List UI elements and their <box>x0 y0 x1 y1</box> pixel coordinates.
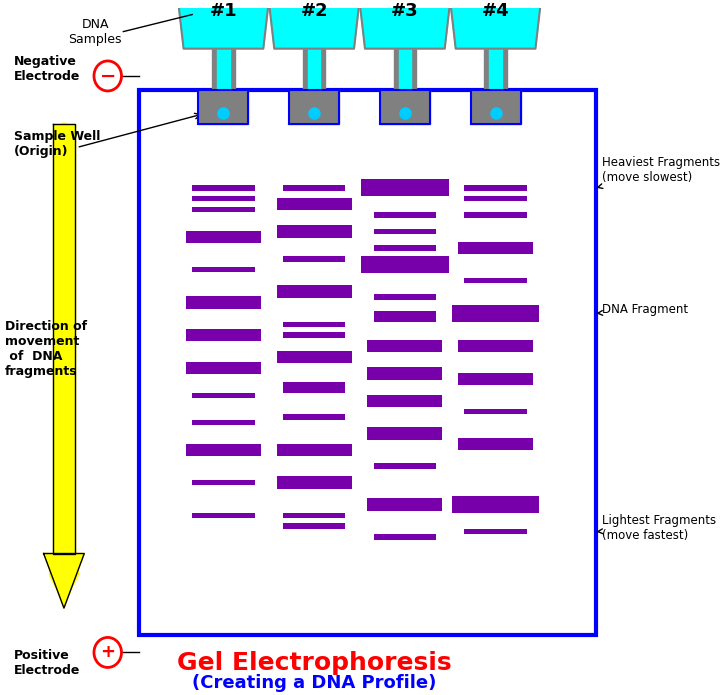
Text: DNA
Samples: DNA Samples <box>69 17 122 46</box>
Text: Lightest Fragments
(move fastest): Lightest Fragments (move fastest) <box>597 514 716 541</box>
Text: Sample Well
(Origin): Sample Well (Origin) <box>14 130 101 158</box>
Bar <box>277 225 352 238</box>
Bar <box>283 322 345 327</box>
Bar <box>283 523 345 529</box>
Text: #4: #4 <box>481 2 510 20</box>
Text: Heaviest Fragments
(move slowest): Heaviest Fragments (move slowest) <box>597 156 720 188</box>
Bar <box>452 496 539 513</box>
Text: #1: #1 <box>210 2 237 20</box>
Bar <box>374 311 436 316</box>
Bar <box>367 340 442 352</box>
Bar <box>464 213 527 218</box>
Bar <box>186 231 261 243</box>
Bar <box>367 498 442 511</box>
Bar <box>283 256 345 261</box>
Bar <box>186 329 261 341</box>
Bar <box>283 332 345 338</box>
Polygon shape <box>53 124 75 553</box>
Bar <box>374 245 436 251</box>
Bar <box>192 185 255 190</box>
Bar <box>283 513 345 518</box>
Text: Negative
Electrode: Negative Electrode <box>14 55 80 83</box>
Polygon shape <box>471 90 521 124</box>
Bar <box>464 409 527 414</box>
Polygon shape <box>217 49 230 93</box>
Bar <box>192 480 255 485</box>
Bar <box>283 382 345 387</box>
Polygon shape <box>489 49 502 93</box>
Bar <box>277 476 352 489</box>
Text: DNA Fragment: DNA Fragment <box>597 303 688 316</box>
Bar <box>374 464 436 469</box>
Bar <box>186 296 261 309</box>
Bar <box>283 414 345 420</box>
Circle shape <box>94 61 122 91</box>
Bar <box>192 420 255 425</box>
Text: #3: #3 <box>391 2 418 20</box>
Polygon shape <box>177 0 270 49</box>
Bar <box>464 185 527 190</box>
Bar <box>374 229 436 234</box>
Polygon shape <box>303 49 325 93</box>
Bar <box>192 267 255 272</box>
Polygon shape <box>394 49 416 93</box>
Text: −: − <box>99 67 116 85</box>
Bar <box>192 196 255 202</box>
Text: #2: #2 <box>300 2 328 20</box>
Polygon shape <box>212 49 235 93</box>
Bar <box>139 90 596 635</box>
Bar <box>186 443 261 456</box>
Text: Direction of
movement
 of  DNA
fragments: Direction of movement of DNA fragments <box>4 320 87 378</box>
Bar <box>192 393 255 398</box>
Bar <box>464 529 527 534</box>
Bar <box>277 351 352 363</box>
Circle shape <box>94 637 122 667</box>
Bar <box>374 294 436 300</box>
Polygon shape <box>43 553 84 608</box>
Bar <box>277 443 352 456</box>
Bar <box>374 213 436 218</box>
Text: +: + <box>100 644 115 662</box>
Polygon shape <box>399 49 411 93</box>
Polygon shape <box>267 0 361 49</box>
Bar <box>277 198 352 211</box>
Bar <box>458 373 533 385</box>
Bar <box>192 513 255 518</box>
Text: Gel Electrophoresis: Gel Electrophoresis <box>177 651 452 675</box>
Bar <box>374 534 436 540</box>
Polygon shape <box>380 90 430 124</box>
Text: Positive
Electrode: Positive Electrode <box>14 649 80 677</box>
Bar <box>458 340 533 352</box>
Bar <box>367 427 442 439</box>
Bar <box>283 185 345 190</box>
Bar <box>452 305 539 322</box>
Bar <box>192 207 255 213</box>
Bar <box>277 286 352 297</box>
Polygon shape <box>308 49 320 93</box>
Bar <box>361 256 449 272</box>
Polygon shape <box>198 90 248 124</box>
Polygon shape <box>484 49 507 93</box>
Bar <box>367 395 442 407</box>
Polygon shape <box>449 0 542 49</box>
Bar <box>367 367 442 379</box>
Bar <box>374 316 436 322</box>
Bar <box>283 387 345 393</box>
Bar <box>458 242 533 254</box>
Bar <box>464 196 527 202</box>
Polygon shape <box>358 0 452 49</box>
Bar <box>361 179 449 197</box>
Bar <box>464 278 527 284</box>
Polygon shape <box>289 90 339 124</box>
Bar <box>186 362 261 374</box>
Text: (Creating a DNA Profile): (Creating a DNA Profile) <box>192 674 437 692</box>
Bar <box>458 439 533 450</box>
